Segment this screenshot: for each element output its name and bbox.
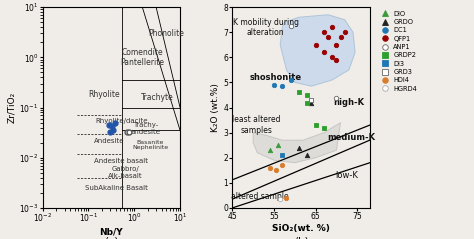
Point xyxy=(279,163,286,167)
Point xyxy=(283,196,290,200)
Point xyxy=(341,30,348,34)
Point xyxy=(328,55,336,59)
Point xyxy=(295,146,303,150)
Text: shoshonite: shoshonite xyxy=(250,73,302,82)
Text: high-K: high-K xyxy=(333,98,365,107)
Polygon shape xyxy=(253,123,341,163)
Text: altered sample: altered sample xyxy=(230,192,288,201)
X-axis label: SiO₂(wt. %): SiO₂(wt. %) xyxy=(272,224,330,233)
Point xyxy=(279,153,286,157)
Text: Comendite
Pantellerite: Comendite Pantellerite xyxy=(120,48,164,67)
Text: Gabbro/
Alk-basalt: Gabbro/ Alk-basalt xyxy=(109,166,143,179)
Text: Trachyte: Trachyte xyxy=(141,93,174,102)
Point xyxy=(266,166,273,170)
Text: Trachy-
andesite: Trachy- andesite xyxy=(131,122,161,135)
Point xyxy=(279,84,286,88)
Point xyxy=(312,123,319,127)
Point xyxy=(333,96,340,99)
Text: K mobility during
alteration: K mobility during alteration xyxy=(233,17,299,37)
Point xyxy=(303,101,311,104)
Y-axis label: K₂O (wt.%): K₂O (wt.%) xyxy=(211,83,220,132)
Point xyxy=(276,197,284,201)
Text: (b): (b) xyxy=(294,236,308,239)
Point xyxy=(303,153,311,157)
Point xyxy=(312,43,319,47)
Polygon shape xyxy=(280,15,355,86)
Point xyxy=(337,35,345,39)
Point xyxy=(308,101,315,104)
Point xyxy=(295,91,303,94)
Text: Phonolite: Phonolite xyxy=(148,29,184,38)
Point xyxy=(308,98,315,102)
Point xyxy=(266,148,273,152)
Point xyxy=(303,93,311,97)
Point xyxy=(287,24,294,28)
Point xyxy=(320,126,328,130)
Point xyxy=(320,50,328,54)
Text: medium-K: medium-K xyxy=(327,133,375,142)
Text: low-K: low-K xyxy=(336,171,358,180)
Point xyxy=(328,25,336,29)
Text: least altered
samples: least altered samples xyxy=(232,115,281,135)
Point xyxy=(287,78,294,82)
Text: Rhyolite: Rhyolite xyxy=(88,90,120,99)
Point xyxy=(274,143,282,147)
Text: Rhyolite/dacite: Rhyolite/dacite xyxy=(95,118,148,124)
Point xyxy=(333,43,340,47)
Point xyxy=(272,168,280,172)
Text: Basanite
Nephelinite: Basanite Nephelinite xyxy=(132,140,168,150)
Text: (a): (a) xyxy=(104,236,118,239)
Point xyxy=(324,35,332,39)
Y-axis label: Zr/TiO₂: Zr/TiO₂ xyxy=(8,92,17,123)
X-axis label: Nb/Y: Nb/Y xyxy=(100,227,123,236)
Point xyxy=(270,83,278,87)
Legend: DIO, GRDO, DC1, QFP1, ANP1, GRDP2, DI3, GRD3, HDI4, HGRD4: DIO, GRDO, DC1, QFP1, ANP1, GRDP2, DI3, … xyxy=(379,11,417,92)
Point xyxy=(320,30,328,34)
Text: Andesite: Andesite xyxy=(94,138,124,144)
Point xyxy=(333,58,340,62)
Text: Andesite basalt: Andesite basalt xyxy=(94,158,148,164)
Text: SubAkaline Basalt: SubAkaline Basalt xyxy=(85,185,148,191)
